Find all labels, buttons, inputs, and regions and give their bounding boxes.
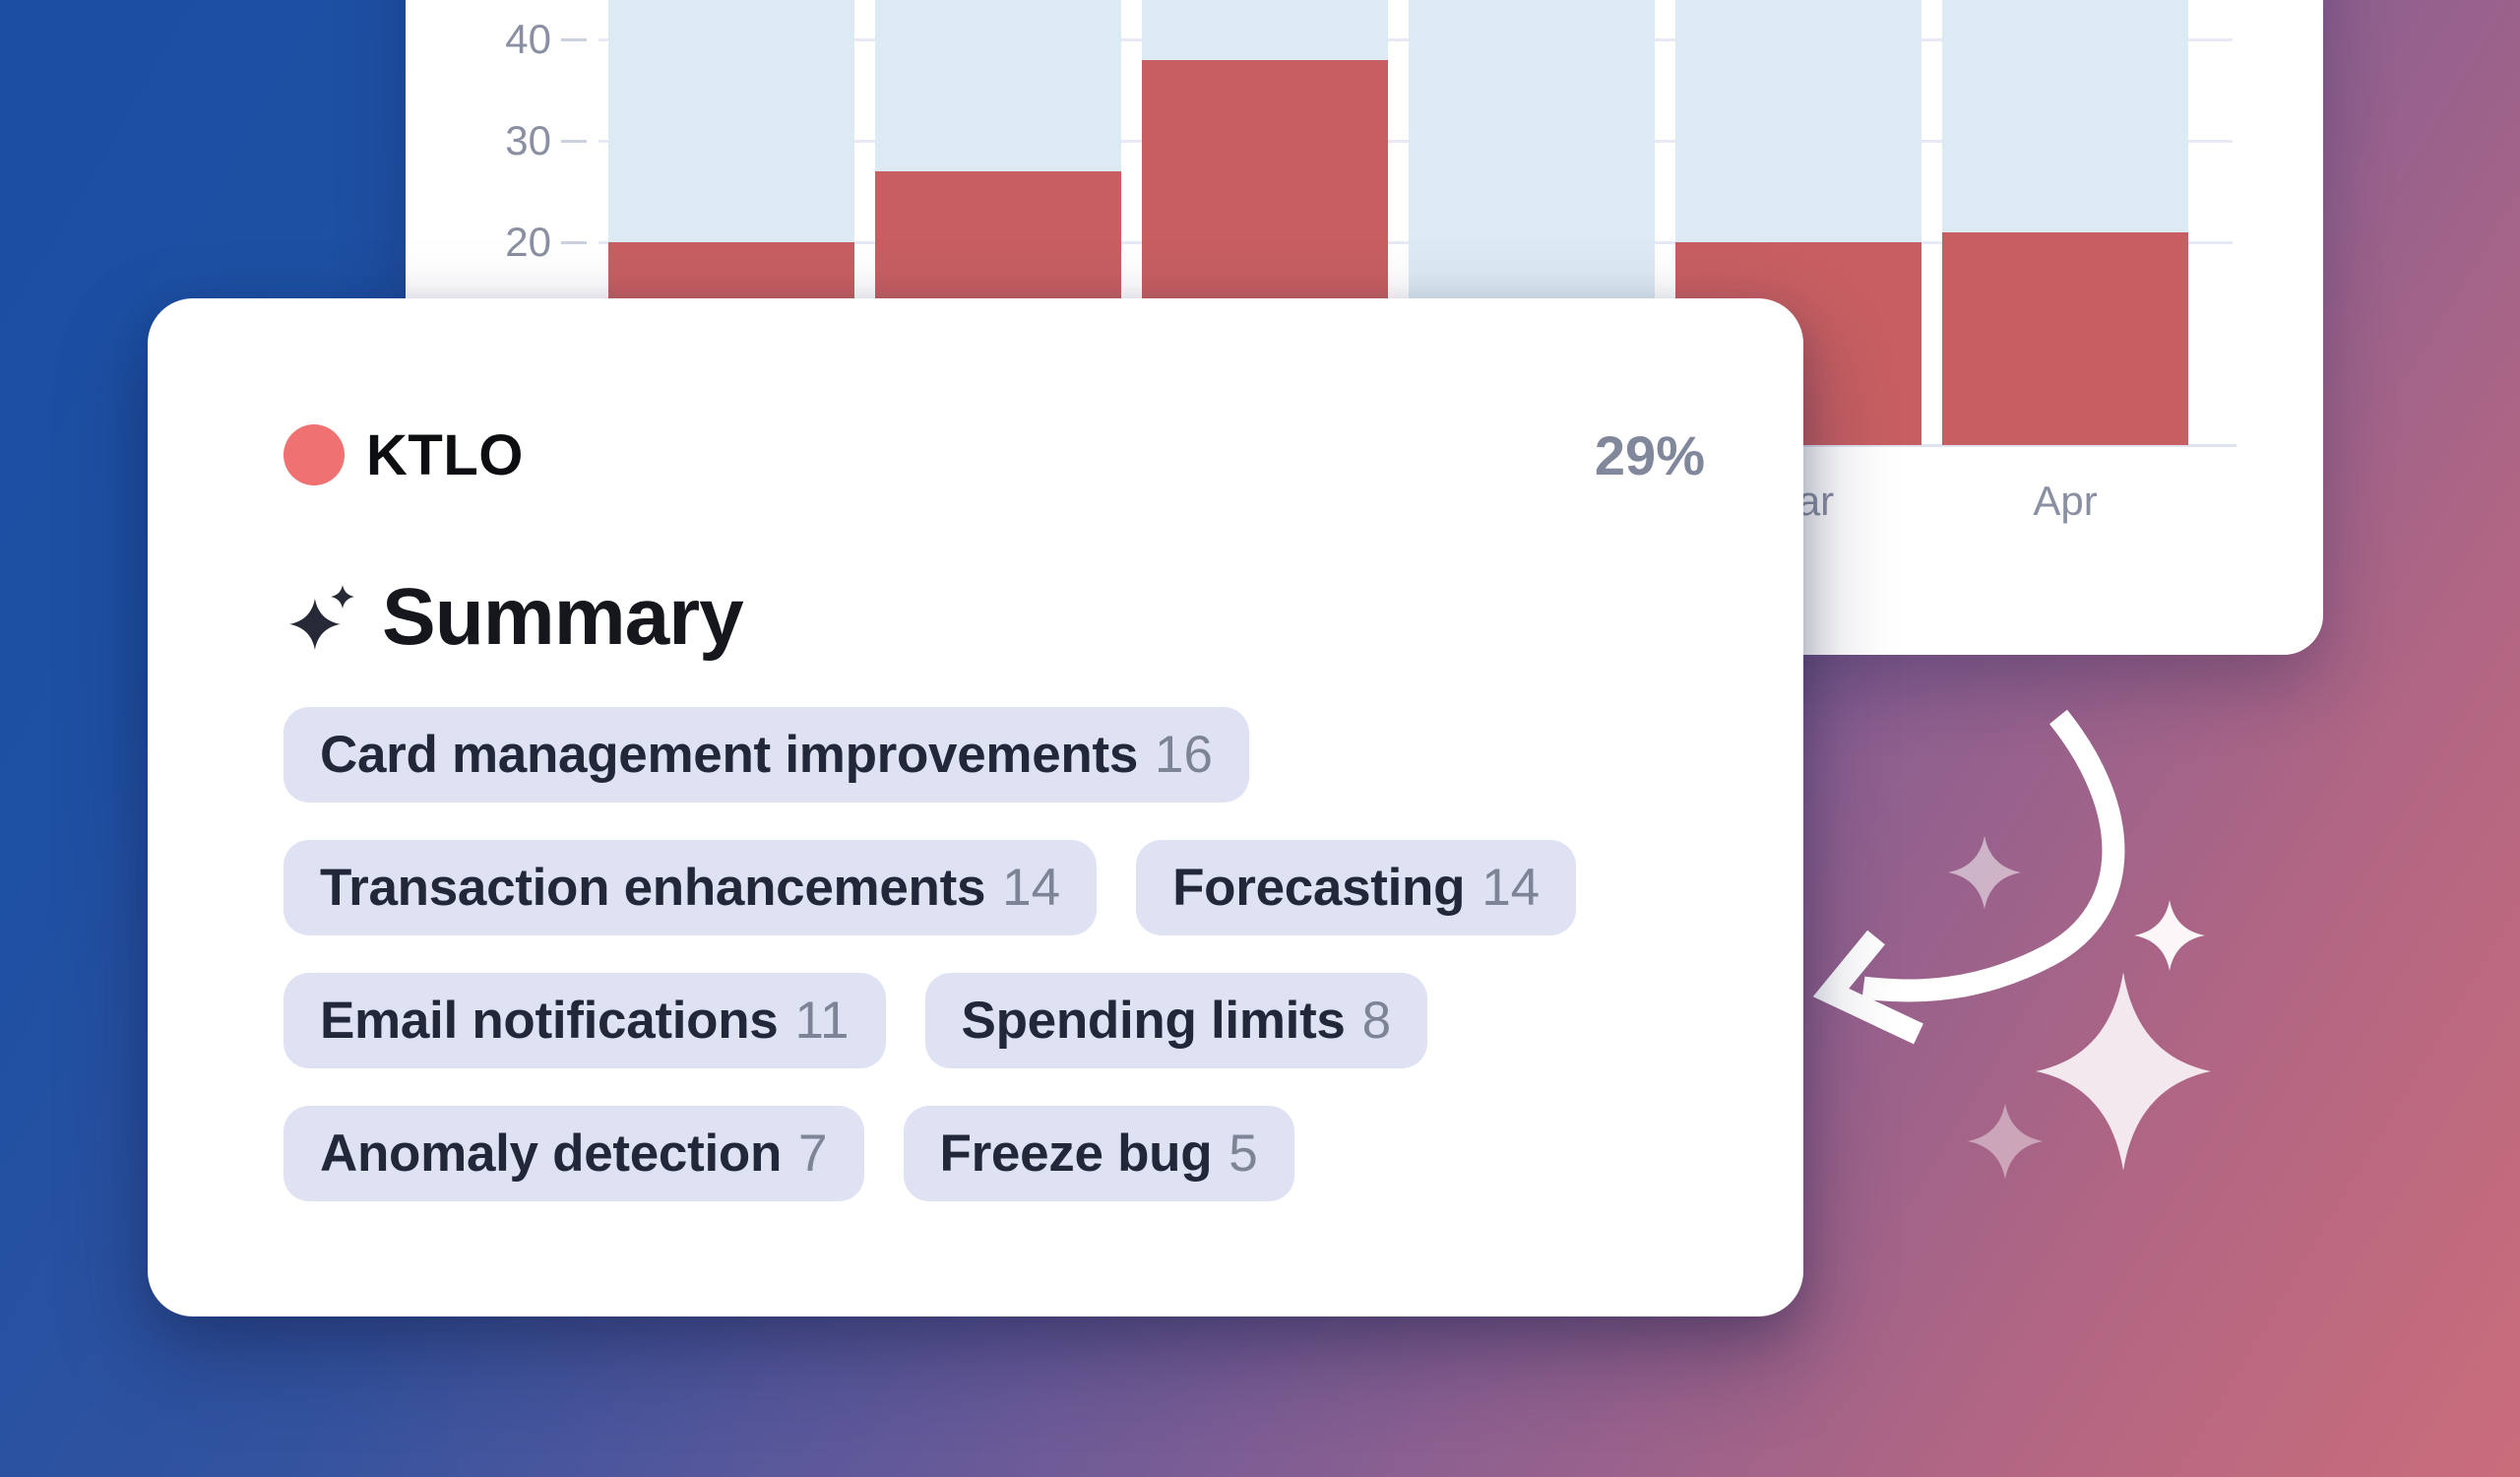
tag-label: Spending limits [961, 992, 1346, 1050]
x-axis-month-label: Apr [2033, 478, 2098, 524]
summary-tag-pill[interactable]: Transaction enhancements 14 [284, 840, 1098, 935]
summary-tag-pill[interactable]: Card management improvements 16 [284, 707, 1249, 803]
tag-row: Transaction enhancements 14 Forecasting 14 [284, 840, 1709, 935]
legend-percentage: 29% [1594, 423, 1705, 486]
ktlo-legend-dot-icon [284, 424, 345, 485]
sparkle-large-icon [2036, 972, 2211, 1171]
sparkles-icon [289, 585, 354, 650]
y-axis-tick-label: 40 [505, 16, 551, 62]
tag-label: Card management improvements [320, 726, 1139, 784]
summary-tag-pill[interactable]: Forecasting 14 [1136, 840, 1577, 935]
tag-count: 11 [794, 992, 850, 1050]
y-axis-tick-label: 20 [505, 219, 551, 265]
tag-label: Transaction enhancements [320, 859, 986, 917]
tag-label: Anomaly detection [320, 1124, 783, 1183]
tag-count: 14 [1002, 859, 1061, 917]
tag-count: 7 [798, 1124, 828, 1183]
summary-heading: Summary [287, 572, 744, 662]
y-axis-tick-label: 30 [505, 117, 551, 163]
decorative-sparkles-arrow [1812, 709, 2211, 1180]
tag-label: Forecasting [1172, 859, 1466, 917]
sparkle-small-low-icon [1967, 1103, 2044, 1180]
tag-label: Email notifications [320, 992, 779, 1050]
sparkle-mid-icon [2134, 900, 2205, 971]
legend-row: KTLO 29% [284, 422, 1705, 487]
tag-row: Email notifications 11 Spending limits 8 [284, 973, 1709, 1068]
tag-label: Freeze bug [939, 1124, 1213, 1183]
tag-row: Card management improvements 16 [284, 707, 1709, 803]
curved-arrow-icon [1861, 709, 2125, 1002]
bar-value-column [1942, 232, 2188, 445]
summary-tag-pill[interactable]: Freeze bug 5 [903, 1106, 1294, 1201]
tag-count: 14 [1481, 859, 1541, 917]
summary-tag-pill[interactable]: Email notifications 11 [284, 973, 886, 1068]
summary-tag-pill[interactable]: Spending limits 8 [924, 973, 1428, 1068]
summary-card: KTLO 29% Summary Card management improve… [148, 298, 1803, 1316]
summary-tag-pill[interactable]: Anomaly detection 7 [284, 1106, 864, 1201]
tag-count: 16 [1155, 726, 1213, 784]
summary-tags: Card management improvements 16 Transactio… [284, 707, 1709, 1201]
y-axis-tick-icon [561, 38, 587, 41]
y-axis-tick-icon [561, 241, 587, 244]
y-axis-tick-icon [561, 140, 587, 143]
tag-count: 5 [1228, 1124, 1258, 1183]
curved-arrow-head-icon [1812, 930, 1923, 1045]
legend-label: KTLO [366, 422, 524, 487]
sparkle-small-top-icon [1947, 835, 2022, 910]
tag-row: Anomaly detection 7 Freeze bug 5 [284, 1106, 1709, 1201]
summary-title: Summary [382, 572, 744, 662]
tag-count: 8 [1361, 992, 1392, 1050]
